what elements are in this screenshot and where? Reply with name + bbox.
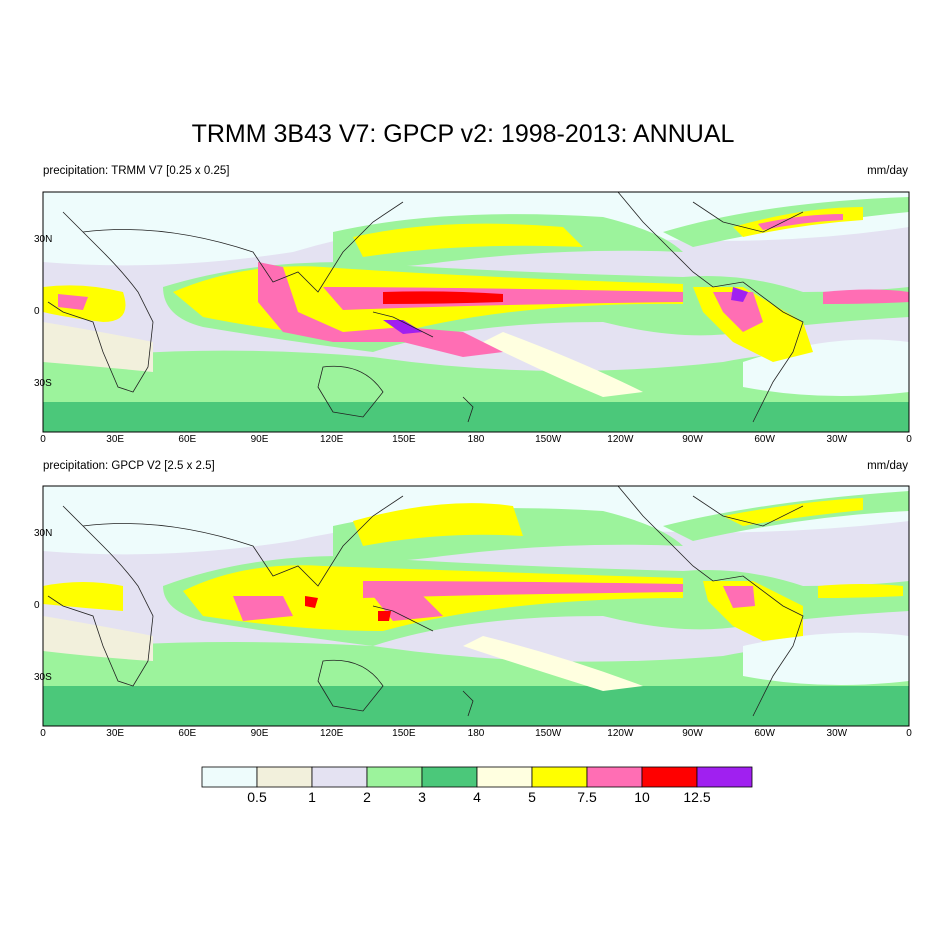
panel1-lon-tick: 60W xyxy=(754,434,775,445)
colorbar-label: 12.5 xyxy=(683,789,710,805)
colorbar-label: 3 xyxy=(418,789,426,805)
panel1-lon-tick: 30W xyxy=(827,434,848,445)
colorbar-swatch xyxy=(476,766,533,788)
colorbar-label: 10 xyxy=(634,789,650,805)
panel2-lon-axis: 0 30E 60E 90E 120E 150E 180 150W 120W 90W 60W 30W 0 xyxy=(40,728,912,739)
colorbar-swatch xyxy=(256,766,313,788)
panel1-label-right: mm/day xyxy=(867,165,908,177)
panel2-lon-tick: 120W xyxy=(607,728,634,739)
panel2-label-left: precipitation: GPCP V2 [2.5 x 2.5] xyxy=(43,460,215,472)
gpcp-precip-map: 30N 0 30S xyxy=(34,485,910,727)
colorbar-swatch xyxy=(531,766,588,788)
panel1-lon-tick: 180 xyxy=(468,434,485,445)
panel1-lon-tick: 60E xyxy=(178,434,196,445)
panel1-lat-tick: 30S xyxy=(34,378,52,389)
colorbar-swatch xyxy=(696,766,753,788)
colorbar-swatch xyxy=(641,766,698,788)
colorbar-label: 7.5 xyxy=(577,789,597,805)
colorbar-label: 4 xyxy=(473,789,481,805)
panel1-label-left: precipitation: TRMM V7 [0.25 x 0.25] xyxy=(43,165,230,177)
panel2-lon-tick: 150W xyxy=(535,728,562,739)
panel2-lon-tick: 90E xyxy=(251,728,269,739)
panel1-lon-tick: 150W xyxy=(535,434,562,445)
colorbar-label: 0.5 xyxy=(247,789,267,805)
panel2-lat-tick: 0 xyxy=(34,600,40,611)
panel1-lon-tick: 120W xyxy=(607,434,634,445)
colorbar-swatch xyxy=(201,766,258,788)
panel1-lon-tick: 0 xyxy=(906,434,912,445)
panel2-lat-tick: 30S xyxy=(34,672,52,683)
colorbar-label: 5 xyxy=(528,789,536,805)
plot-title: TRMM 3B43 V7: GPCP v2: 1998-2013: ANNUAL xyxy=(191,120,735,148)
panel1-lat-tick: 0 xyxy=(34,306,40,317)
panel1-lon-tick: 150E xyxy=(392,434,416,445)
colorbar-label: 1 xyxy=(308,789,316,805)
colorbar-swatch xyxy=(421,766,478,788)
panel2-lon-tick: 60E xyxy=(178,728,196,739)
panel2-lon-tick: 120E xyxy=(320,728,344,739)
panel1-lon-axis: 0 30E 60E 90E 120E 150E 180 150W 120W 90W 60W 30W 0 xyxy=(40,434,912,445)
panel1-lon-tick: 30E xyxy=(106,434,124,445)
panel2-lon-tick: 180 xyxy=(468,728,485,739)
panel2-lon-tick: 90W xyxy=(682,728,703,739)
panel1-lon-tick: 120E xyxy=(320,434,344,445)
panel2-lon-tick: 30W xyxy=(827,728,848,739)
colorbar-swatch xyxy=(311,766,368,788)
colorbar-swatch xyxy=(366,766,423,788)
panel2-lon-tick: 0 xyxy=(40,728,46,739)
trmm-precip-map: 30N 0 30S xyxy=(34,191,910,433)
panel1-lon-tick: 90E xyxy=(251,434,269,445)
colorbar-label: 2 xyxy=(363,789,371,805)
colorbar-swatch xyxy=(586,766,643,788)
panel2-lat-tick: 30N xyxy=(34,528,52,539)
panel1-lon-tick: 0 xyxy=(40,434,46,445)
panel1-lon-tick: 90W xyxy=(682,434,703,445)
panel2-lon-tick: 150E xyxy=(392,728,416,739)
panel2-lon-tick: 0 xyxy=(906,728,912,739)
panel1-lat-tick: 30N xyxy=(34,234,52,245)
panel2-lon-tick: 60W xyxy=(754,728,775,739)
panel2-lon-tick: 30E xyxy=(106,728,124,739)
panel2-label-right: mm/day xyxy=(867,460,908,472)
